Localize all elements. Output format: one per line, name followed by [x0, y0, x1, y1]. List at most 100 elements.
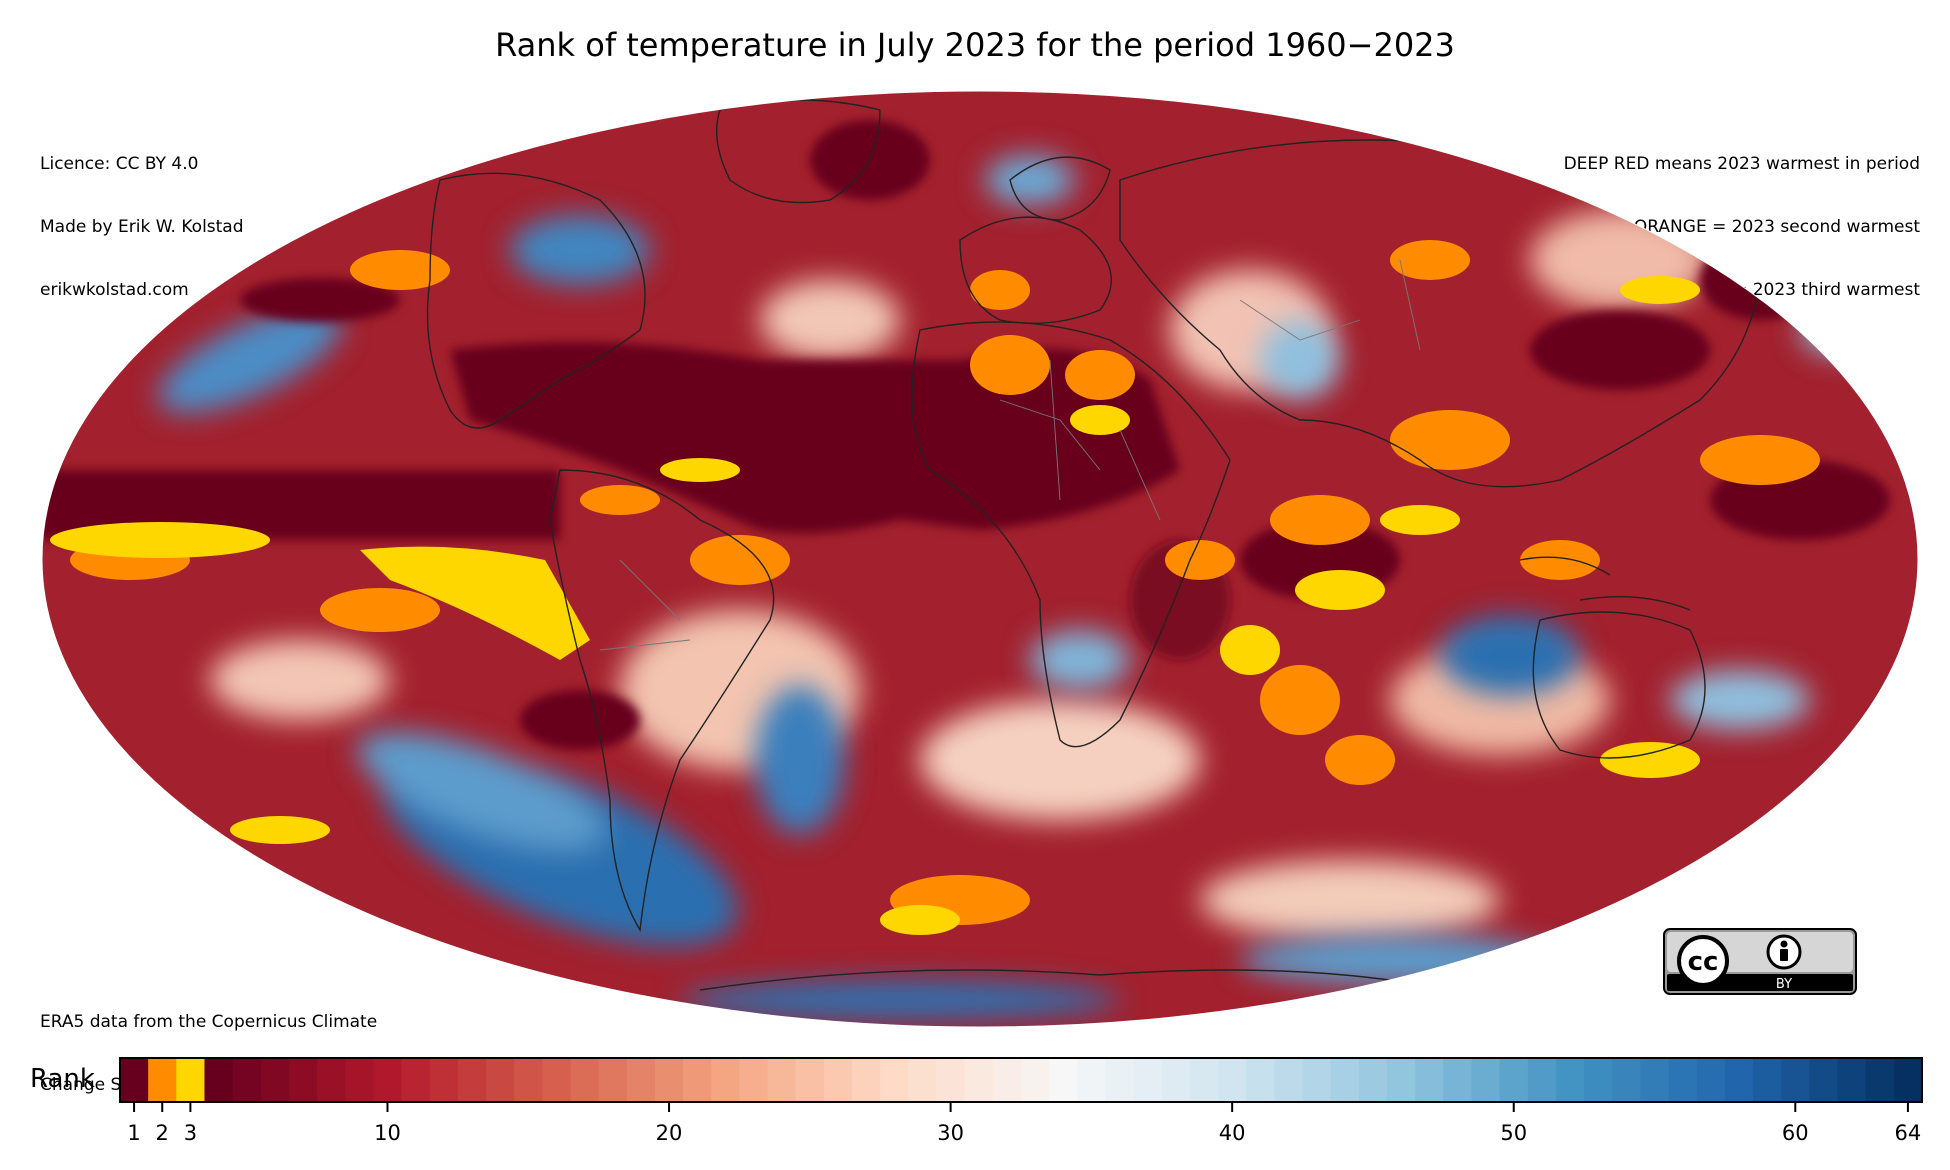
antarctica-coast [699, 969, 1451, 991]
colorbar-segment [1584, 1058, 1613, 1102]
colorbar-segment [1189, 1058, 1219, 1102]
colorbar-segment [936, 1058, 966, 1102]
colorbar-segment [514, 1058, 543, 1102]
greenland-coast [715, 99, 881, 204]
colorbar-segment [1387, 1058, 1416, 1102]
globe [42, 91, 1918, 1027]
colorbar-segment [542, 1058, 572, 1102]
colorbar-bar [119, 1057, 1923, 1103]
colorbar-segment [288, 1058, 318, 1102]
colorbar-segment [1781, 1058, 1810, 1102]
south-america-coast [549, 469, 775, 933]
colorbar-segment [1246, 1058, 1276, 1102]
globe-outline [41, 90, 1919, 1028]
colorbar-label: Rank [30, 1064, 95, 1094]
colorbar-segment [345, 1058, 375, 1102]
colorbar-segment [1358, 1058, 1388, 1102]
colorbar-segment [767, 1058, 797, 1102]
source-line-1: ERA5 data from the Copernicus Climate [40, 1012, 378, 1032]
cc-logo-text: cc [1688, 947, 1719, 977]
colorbar-tick-label: 10 [374, 1121, 401, 1145]
colorbar-segment [1471, 1058, 1501, 1102]
colorbar-frame [119, 1057, 1923, 1103]
europe-coast [959, 216, 1112, 325]
colorbar-segment [260, 1058, 290, 1102]
colorbar-tick-label: 20 [656, 1121, 683, 1145]
colorbar-segment [711, 1058, 741, 1102]
colorbar-segment [1218, 1058, 1247, 1102]
colorbar-segment [570, 1058, 600, 1102]
map-title: Rank of temperature in July 2023 for the… [495, 26, 1455, 64]
colorbar-segment [1274, 1058, 1304, 1102]
colorbar-segment [964, 1058, 994, 1102]
colorbar-segment [401, 1058, 431, 1102]
colorbar-segment [1330, 1058, 1360, 1102]
orange-patches [70, 240, 1820, 925]
colorbar-segment [176, 1058, 206, 1102]
colorbar-segment [457, 1058, 487, 1102]
colorbar-segment [232, 1058, 262, 1102]
colorbar-tick-label: 2 [156, 1121, 169, 1145]
colorbar-segment [683, 1058, 712, 1102]
colorbar-segment [429, 1058, 459, 1102]
colorbar-tick-label: 40 [1219, 1121, 1246, 1145]
colorbar-segment [852, 1058, 881, 1102]
colorbar-segment [1105, 1058, 1135, 1102]
colorbar-tick-label: 64 [1895, 1121, 1922, 1145]
colorbar-segment [1640, 1058, 1670, 1102]
colorbar-segment [1893, 1058, 1923, 1102]
author-line: Made by Erik W. Kolstad [40, 217, 244, 237]
colorbar-tick-label: 3 [184, 1121, 197, 1145]
colorbar-tick-label: 30 [937, 1121, 964, 1145]
indonesia-coast [1519, 556, 1691, 611]
north-america-coast [426, 172, 646, 429]
licence-note: Licence: CC BY 4.0 Made by Erik W. Kolst… [40, 112, 244, 322]
colorbar-segment [1527, 1058, 1557, 1102]
colorbar-segment [1753, 1058, 1782, 1102]
country-borders [599, 259, 1421, 651]
colorbar-segment [1865, 1058, 1895, 1102]
colorbar-segment [204, 1058, 234, 1102]
colorbar-segment [598, 1058, 628, 1102]
colorbar-segment [880, 1058, 909, 1102]
colorbar-tick-label: 1 [127, 1121, 140, 1145]
scandinavia-coast [1009, 156, 1111, 221]
colorbar-segment [148, 1058, 177, 1102]
colorbar-segment [1499, 1058, 1529, 1102]
colorbar-segment [1077, 1058, 1107, 1102]
colorbar-ticks: 1 2 3 10 20 30 40 50 60 64 [127, 1102, 1921, 1145]
colorbar-segment [1724, 1058, 1754, 1102]
by-label: BY [1776, 977, 1792, 992]
colorbar-segment [1415, 1058, 1444, 1102]
colorbar-segment [1049, 1058, 1078, 1102]
colorbar-segment [626, 1058, 656, 1102]
cc-logo-icon [1677, 935, 1729, 987]
colorbar-tick-label: 60 [1782, 1121, 1809, 1145]
colorbar-segment [908, 1058, 938, 1102]
colorbar-segment [1302, 1058, 1332, 1102]
colorbar-segment [373, 1058, 403, 1102]
colorbar-segment [486, 1058, 515, 1102]
colorbar-segment [1021, 1058, 1050, 1102]
colorbar-segment [1555, 1058, 1585, 1102]
website-line: erikwkolstad.com [40, 280, 189, 300]
colorbar-segment [1809, 1058, 1839, 1102]
colorbar-segment [1837, 1058, 1867, 1102]
colorbar-tick-label: 50 [1500, 1121, 1527, 1145]
colorbar-segment [120, 1058, 149, 1102]
africa-coast [911, 321, 1231, 748]
australia-coast [1532, 611, 1706, 759]
colorbar-segment [1668, 1058, 1698, 1102]
colorbar-segment [1443, 1058, 1473, 1102]
legend-line-deep-red: DEEP RED means 2023 warmest in period [1563, 154, 1920, 174]
colorbar-segment [654, 1058, 684, 1102]
colorbar-segment [1612, 1058, 1642, 1102]
cc-by-license-icon: cc BY [1663, 928, 1857, 995]
colorbar-segment [739, 1058, 769, 1102]
colorbar-segment [1133, 1058, 1163, 1102]
colorbar-segment [317, 1058, 346, 1102]
licence-line: Licence: CC BY 4.0 [40, 154, 199, 174]
colorbar-segment [1161, 1058, 1191, 1102]
